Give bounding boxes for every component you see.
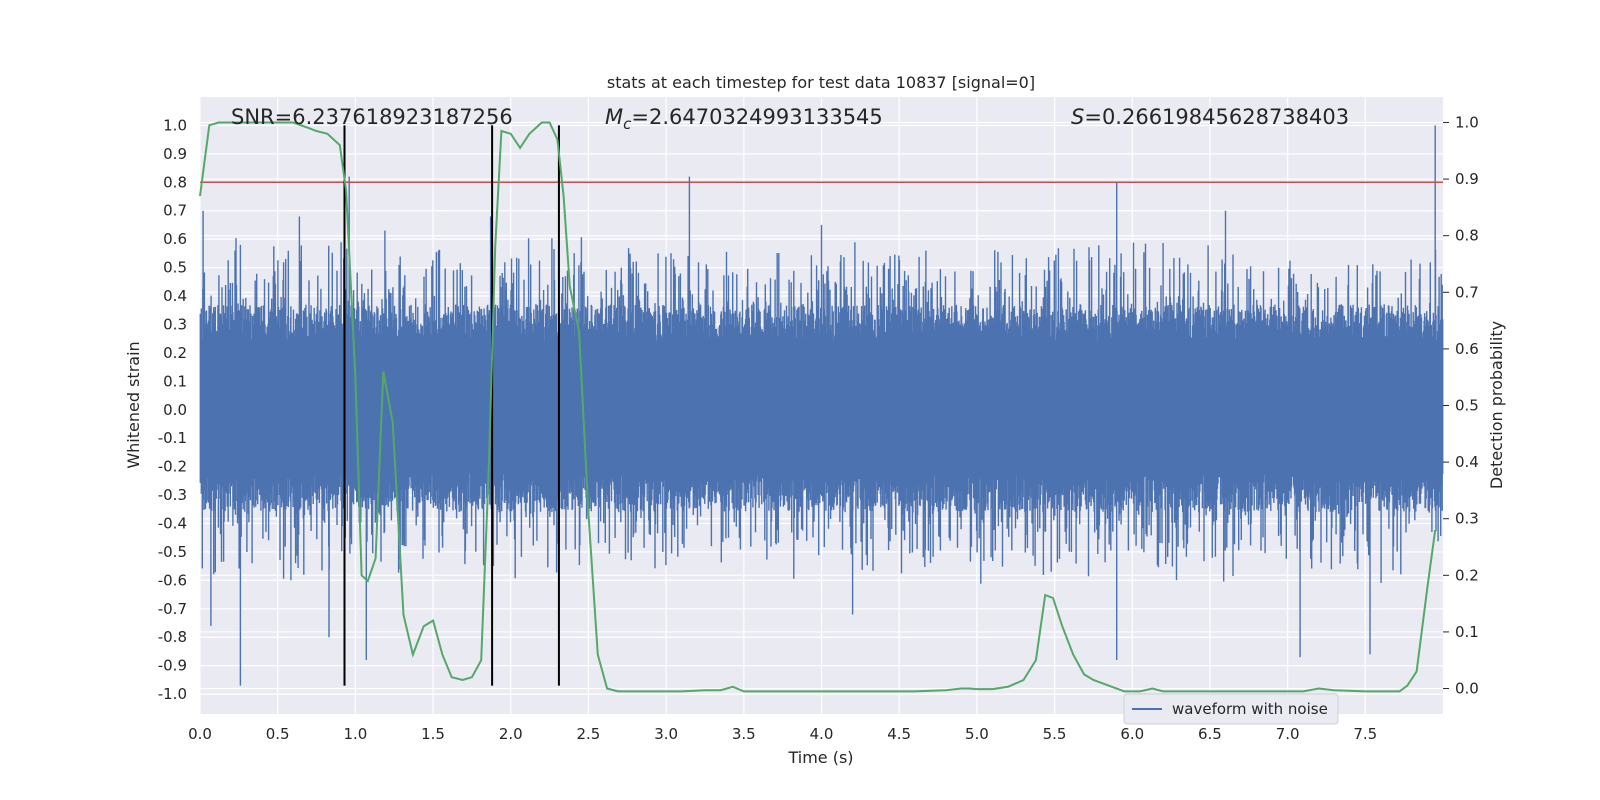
y-tick-label-6: -0.4	[158, 514, 187, 532]
x-tick-label-1: 0.5	[266, 725, 290, 743]
x-tick-label-2: 1.0	[343, 725, 367, 743]
y-tick-label-14: 0.4	[163, 287, 187, 305]
y-tick-labels: -1.0 -0.9 -0.8 -0.7 -0.6 -0.5 -0.4 -0.3 -0.2 -0.1…	[158, 116, 187, 703]
x-tick-label-6: 3.0	[654, 725, 678, 743]
y2-tick-label-7: 0.7	[1455, 283, 1479, 301]
x-tick-label-11: 5.5	[1043, 725, 1067, 743]
y-tick-label-15: 0.5	[163, 259, 187, 277]
y-tick-label-1: -0.9	[158, 657, 187, 675]
mc-value: =2.6470324993133545	[631, 105, 882, 129]
s-annotation: S=0.26619845628738403	[1071, 105, 1349, 129]
x-tick-label-9: 4.5	[887, 725, 911, 743]
y-tick-label-7: -0.3	[158, 486, 187, 504]
legend: waveform with noise	[1123, 693, 1339, 725]
y-tick-label-2: -0.8	[158, 628, 187, 646]
snr-annotation: SNR=6.237618923187256	[231, 105, 513, 129]
x-tick-label-5: 2.5	[577, 725, 601, 743]
x-tick-label-13: 6.5	[1198, 725, 1222, 743]
y2-tick-label-2: 0.2	[1455, 566, 1479, 584]
y2-tick-label-6: 0.6	[1455, 340, 1479, 358]
legend-label-waveform: waveform with noise	[1172, 700, 1328, 718]
y-tick-label-11: 0.1	[163, 372, 187, 390]
waveform-trace	[199, 125, 1444, 686]
x-tick-label-15: 7.5	[1353, 725, 1377, 743]
mc-subscript: c	[623, 115, 632, 133]
x-tick-label-12: 6.0	[1120, 725, 1144, 743]
y2-axis-label: Detection probability	[1487, 321, 1506, 489]
probability-line	[199, 121, 1437, 693]
y-tick-label-10: 0.0	[163, 401, 187, 419]
x-tick-label-8: 4.0	[810, 725, 834, 743]
y2-tick-labels: 0.0 0.1 0.2 0.3 0.4 0.5 0.6 0.7 0.8 0.9 1.0	[1443, 113, 1479, 698]
y2-tick-label-3: 0.3	[1455, 510, 1479, 528]
y-axis-label: Whitened strain	[124, 341, 143, 468]
y2-tick-label-9: 0.9	[1455, 170, 1479, 188]
chart-title: stats at each timestep for test data 108…	[607, 73, 1035, 92]
y-tick-label-16: 0.6	[163, 230, 187, 248]
s-value: =0.26619845628738403	[1084, 105, 1349, 129]
y-tick-label-9: -0.1	[158, 429, 187, 447]
y-tick-label-20: 1.0	[163, 116, 187, 134]
y-tick-label-5: -0.5	[158, 543, 187, 561]
y-tick-label-13: 0.3	[163, 315, 187, 333]
y-tick-label-3: -0.7	[158, 600, 187, 618]
mc-annotation: Mc=2.6470324993133545	[605, 105, 883, 133]
x-tick-label-3: 1.5	[421, 725, 445, 743]
x-tick-label-4: 2.0	[499, 725, 523, 743]
y2-tick-label-10: 1.0	[1455, 113, 1479, 131]
y2-tick-label-0: 0.0	[1455, 680, 1479, 698]
y2-tick-label-4: 0.4	[1455, 453, 1479, 471]
y-tick-label-8: -0.2	[158, 458, 187, 476]
s-symbol: S	[1071, 105, 1084, 129]
x-tick-labels: 0.0 0.5 1.0 1.5 2.0 2.5 3.0 3.5 4.0 4.5 5.0 5.5 6.0 6…	[188, 725, 1377, 743]
y-tick-label-12: 0.2	[163, 344, 187, 362]
vertical-lines	[343, 125, 560, 686]
waveform-series	[199, 125, 1444, 686]
legend-box	[1123, 693, 1339, 725]
y2-tick-label-8: 0.8	[1455, 227, 1479, 245]
y-tick-label-17: 0.7	[163, 202, 187, 220]
y2-tick-label-1: 0.1	[1455, 623, 1479, 641]
y-tick-label-4: -0.6	[158, 571, 187, 589]
y-tick-label-0: -1.0	[158, 685, 187, 703]
x-tick-label-7: 3.5	[732, 725, 756, 743]
y-tick-label-19: 0.9	[163, 145, 187, 163]
y-tick-label-18: 0.8	[163, 173, 187, 191]
mc-symbol: M	[605, 105, 623, 129]
x-axis-label: Time (s)	[787, 748, 853, 767]
x-tick-label-14: 7.0	[1276, 725, 1300, 743]
x-tick-label-10: 5.0	[965, 725, 989, 743]
y2-tick-label-5: 0.5	[1455, 397, 1479, 415]
x-tick-label-0: 0.0	[188, 725, 212, 743]
